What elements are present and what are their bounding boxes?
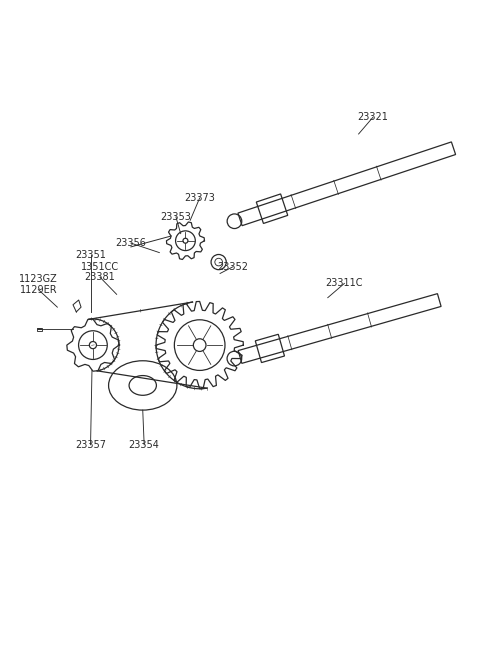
Text: 1123GZ: 1123GZ: [19, 274, 58, 284]
Text: 23373: 23373: [184, 193, 215, 203]
Text: 23353: 23353: [160, 212, 192, 222]
Text: 23352: 23352: [217, 262, 248, 272]
Text: 23311C: 23311C: [325, 279, 363, 288]
Text: 23357: 23357: [75, 440, 106, 450]
Text: 23381: 23381: [84, 272, 115, 283]
Text: 23354: 23354: [129, 440, 159, 450]
Text: 23356: 23356: [116, 238, 146, 248]
Text: 23321: 23321: [358, 112, 388, 122]
Text: 23351: 23351: [75, 250, 106, 260]
Text: 1351CC: 1351CC: [81, 262, 119, 272]
Text: 1129ER: 1129ER: [20, 284, 57, 294]
